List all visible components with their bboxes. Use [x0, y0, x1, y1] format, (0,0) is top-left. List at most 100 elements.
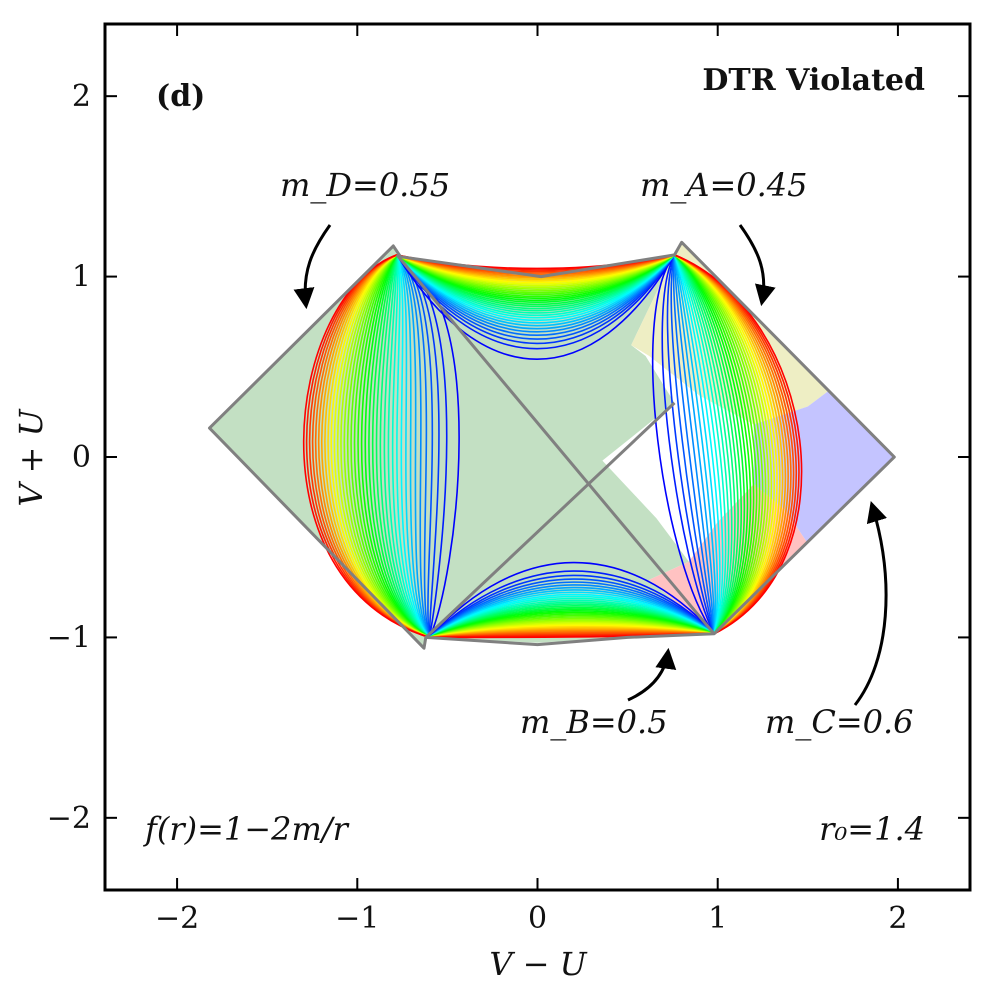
- mass-label-mB: m_B=0.5: [520, 703, 668, 741]
- contour-bottom: [428, 570, 715, 638]
- contour-top: [396, 254, 676, 340]
- contour-right: [673, 254, 739, 635]
- panel-label: (d): [156, 79, 205, 114]
- mass-label-mA: m_A=0.45: [640, 166, 808, 204]
- y-tick-label: 0: [72, 440, 91, 475]
- contour-top: [396, 254, 676, 333]
- contour-left: [375, 254, 430, 639]
- contour-right: [673, 254, 742, 635]
- contour-right: [673, 254, 724, 635]
- contour-right: [674, 254, 800, 635]
- x-tick-label: −1: [335, 901, 379, 936]
- contour-right: [674, 254, 797, 635]
- contour-left: [343, 254, 430, 639]
- contour-left: [336, 254, 430, 639]
- contour-top: [396, 254, 676, 360]
- contour-right: [673, 254, 745, 635]
- contour-right: [674, 254, 792, 635]
- contour-left: [314, 254, 430, 639]
- arrow-mB: [627, 647, 677, 702]
- contour-left: [383, 254, 430, 639]
- contour-left: [350, 254, 430, 639]
- contour-left: [324, 254, 430, 639]
- contour-left: [396, 254, 431, 638]
- contour-bottom: [428, 578, 715, 639]
- x-tick-label: 0: [528, 901, 547, 936]
- contour-left: [379, 254, 430, 639]
- contour-left: [360, 254, 430, 639]
- y-tick-label: −1: [47, 620, 91, 655]
- contour-right: [666, 254, 715, 635]
- x-tick-label: 1: [708, 901, 727, 936]
- contour-right: [673, 254, 736, 635]
- contour-right: [673, 254, 752, 635]
- contour-bottom: [428, 561, 715, 638]
- arrow-mC: [853, 500, 888, 706]
- contour-left: [320, 254, 430, 639]
- contour-left: [387, 254, 430, 639]
- contour-right: [674, 254, 761, 635]
- contour-right: [670, 254, 715, 635]
- contour-left: [371, 254, 430, 639]
- y-tick-label: 2: [72, 79, 91, 114]
- y-tick-label: 1: [72, 260, 91, 295]
- contour-left: [396, 254, 431, 638]
- contour-left: [368, 254, 430, 639]
- contour-right: [673, 254, 719, 634]
- contour-right: [674, 254, 778, 635]
- contour-right: [673, 254, 715, 634]
- contour-right: [674, 254, 795, 635]
- contour-right: [674, 254, 755, 635]
- contour-left: [396, 254, 431, 638]
- contour-right: [674, 254, 770, 635]
- contour-left: [305, 254, 430, 639]
- contour-left: [308, 254, 430, 639]
- contour-right: [674, 254, 773, 635]
- y-axis-label: V + U: [12, 408, 50, 506]
- contour-right: [674, 254, 767, 635]
- y-tick-label: −2: [47, 801, 91, 836]
- contour-left: [317, 254, 430, 639]
- contour-right: [674, 254, 775, 635]
- contour-left: [396, 254, 431, 638]
- contour-right: [673, 254, 717, 634]
- contour-right: [673, 254, 715, 634]
- contour-left: [353, 254, 430, 639]
- contour-left: [340, 254, 430, 639]
- x-tick-label: 2: [888, 901, 907, 936]
- inner-diagonal-1: [395, 253, 716, 635]
- contour-left: [396, 254, 430, 638]
- contour-right: [673, 254, 721, 635]
- contour-top: [396, 254, 676, 327]
- contour-left: [396, 254, 430, 638]
- contour-left: [391, 254, 430, 638]
- formula-label: f(r)=1−2m/r: [143, 810, 350, 848]
- inner-diagonal-2: [424, 401, 676, 639]
- arrow-mD: [293, 224, 332, 310]
- contour-right: [674, 254, 758, 635]
- chart-title: DTR Violated: [702, 63, 925, 98]
- x-axis-label: V − U: [489, 945, 587, 983]
- contour-left: [311, 254, 430, 639]
- contour-right: [672, 254, 715, 634]
- mass-label-mC: m_C=0.6: [765, 703, 914, 741]
- contour-right: [674, 254, 764, 635]
- contour-bottom: [428, 584, 715, 639]
- contour-right: [651, 254, 715, 635]
- contour-bottom: [428, 574, 715, 638]
- contour-bottom: [428, 581, 715, 639]
- contour-left: [364, 254, 430, 639]
- contour-right: [673, 254, 733, 635]
- x-tick-label: −2: [155, 901, 199, 936]
- contour-top: [396, 254, 676, 337]
- r0-label: r₀=1.4: [819, 810, 925, 848]
- contour-left: [357, 254, 430, 639]
- contour-left: [346, 254, 430, 639]
- contour-top: [396, 254, 676, 330]
- contour-right: [673, 254, 730, 635]
- contour-left: [396, 254, 431, 638]
- contour-right: [673, 254, 727, 635]
- contour-right: [673, 254, 749, 635]
- mass-label-mD: m_D=0.55: [280, 166, 450, 204]
